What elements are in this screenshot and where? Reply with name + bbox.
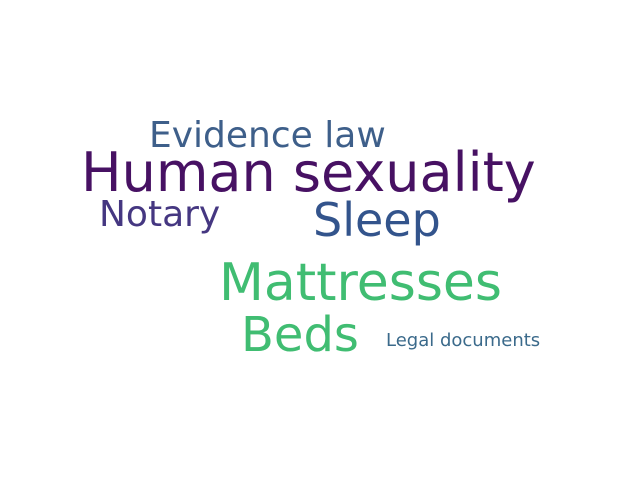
word-evidence-law: Evidence law xyxy=(149,115,386,156)
word-human-sexuality: Human sexuality xyxy=(81,141,536,204)
word-notary: Notary xyxy=(99,194,221,235)
word-mattresses: Mattresses xyxy=(219,253,503,313)
word-sleep: Sleep xyxy=(313,193,441,247)
word-legal-documents: Legal documents xyxy=(386,330,541,351)
word-beds: Beds xyxy=(241,307,359,363)
